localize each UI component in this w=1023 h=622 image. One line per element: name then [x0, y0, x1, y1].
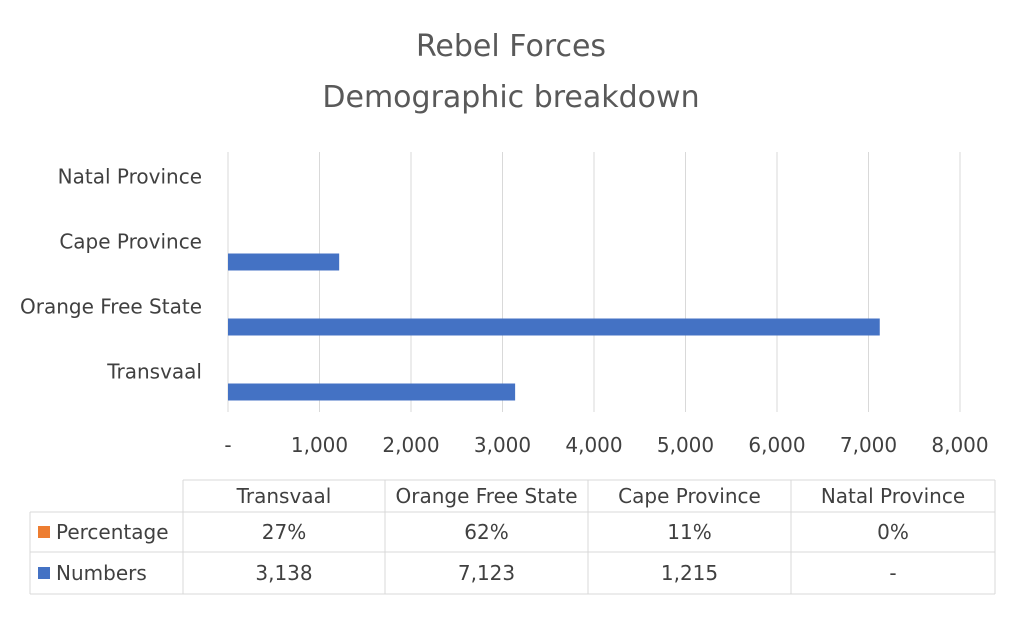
- x-tick-label: -: [224, 433, 231, 457]
- table-header-cell: Transvaal: [236, 484, 332, 508]
- table-cell: 62%: [464, 520, 508, 544]
- data-table: Transvaal Orange Free State Cape Province N…: [29, 479, 996, 595]
- table-header-cell: Cape Province: [618, 484, 761, 508]
- x-tick-label: 1,000: [291, 433, 348, 457]
- x-tick-label: 2,000: [382, 433, 439, 457]
- table-cell: 1,215: [661, 561, 718, 585]
- category-labels: Transvaal Orange Free State Cape Province N…: [20, 165, 202, 384]
- legend-swatch: [38, 526, 50, 538]
- bars: [228, 253, 880, 401]
- table-cell: 0%: [877, 520, 909, 544]
- x-axis-tick-labels: - 1,000 2,000 3,000 4,000 5,000 6,000 7,000 8,00…: [224, 433, 988, 457]
- x-tick-label: 6,000: [748, 433, 805, 457]
- table-header-cell: Natal Province: [821, 484, 965, 508]
- bar: [228, 383, 516, 401]
- x-tick-label: 3,000: [474, 433, 531, 457]
- category-label: Orange Free State: [20, 295, 202, 319]
- category-label: Natal Province: [58, 165, 202, 189]
- chart-title-line-2: Demographic breakdown: [322, 80, 699, 115]
- legend-label: Numbers: [56, 561, 147, 585]
- table-header-cell: Orange Free State: [396, 484, 578, 508]
- x-tick-label: 7,000: [840, 433, 897, 457]
- category-label: Cape Province: [59, 230, 202, 254]
- category-label: Transvaal: [106, 360, 202, 384]
- table-cell: 3,138: [255, 561, 312, 585]
- bar: [228, 318, 880, 336]
- gridlines: [227, 152, 961, 412]
- x-tick-label: 8,000: [931, 433, 988, 457]
- x-tick-label: 5,000: [657, 433, 714, 457]
- chart-title-line-1: Rebel Forces: [416, 29, 606, 64]
- table-cell: 11%: [667, 520, 711, 544]
- table-cell: -: [889, 561, 896, 585]
- table-cell: 27%: [262, 520, 306, 544]
- bar: [228, 253, 340, 271]
- x-tick-label: 4,000: [565, 433, 622, 457]
- legend-swatch: [38, 567, 50, 579]
- table-cell: 7,123: [458, 561, 515, 585]
- legend-label: Percentage: [56, 520, 169, 544]
